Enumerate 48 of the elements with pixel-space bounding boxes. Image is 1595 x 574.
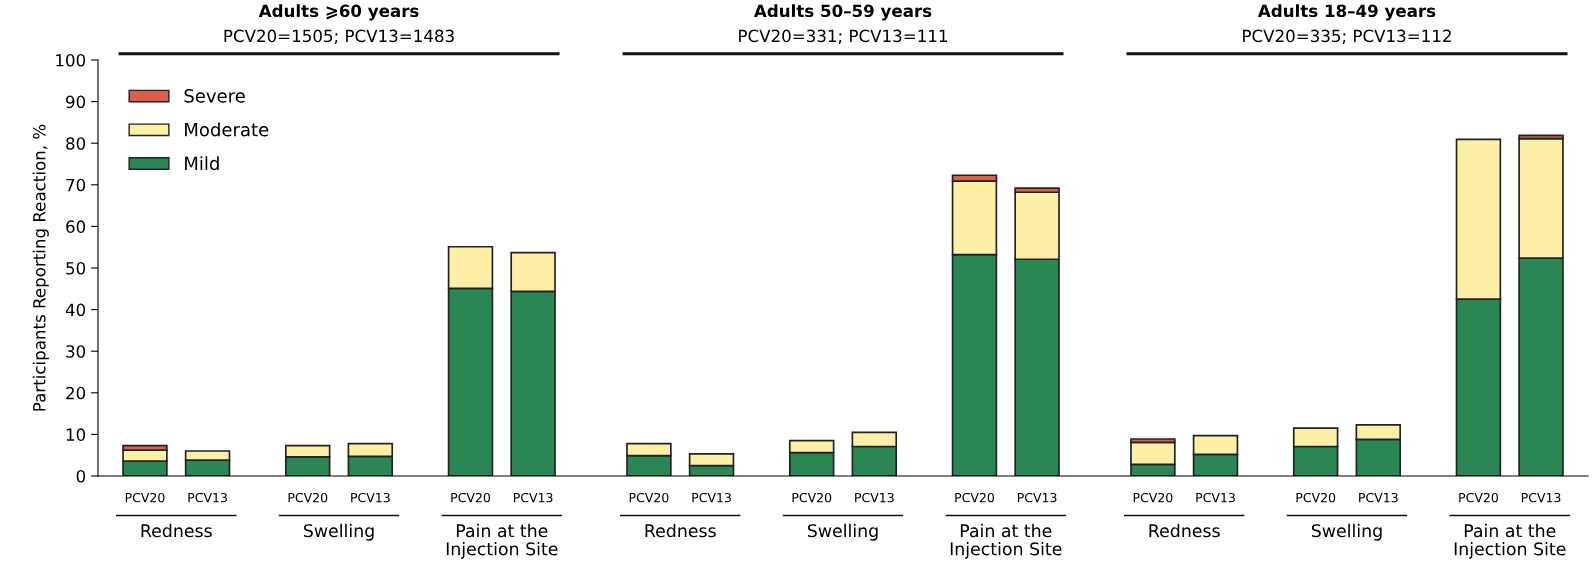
y-tick-label: 60 [66, 220, 86, 233]
text: PCV20=1505; PCV13=1483 [224, 29, 454, 44]
x-tick-label: PCV20 [1459, 492, 1498, 503]
text: Swelling [807, 523, 878, 541]
text: Adults ⩾60 years [258, 4, 419, 21]
text: Swelling [1311, 523, 1382, 541]
x-tick-label: PCV13 [855, 492, 894, 503]
text: Redness [645, 523, 716, 538]
x-tick-label: PCV13 [1359, 492, 1398, 503]
x-tick-label: PCV20 [451, 492, 491, 503]
x-tick-label: PCV13 [1017, 492, 1057, 503]
x-tick-label: PCV13 [513, 492, 553, 503]
text: PCV20=335; PCV13=112 [1243, 29, 1451, 44]
x-tick-label: PCV20 [1133, 492, 1173, 503]
y-tick-label: 100 [56, 53, 86, 67]
x-tick-label: PCV20 [1296, 492, 1336, 503]
text: Redness [1149, 523, 1220, 538]
x-tick-label: PCV20 [125, 492, 165, 503]
y-tick-label: 50 [66, 261, 86, 275]
y-tick-label: 80 [66, 137, 86, 150]
x-tick-label: PCV13 [351, 492, 390, 503]
text: Redness [141, 523, 212, 538]
text: Swelling [303, 523, 374, 541]
y-tick-label: 90 [66, 95, 86, 109]
x-tick-label: PCV20 [288, 492, 328, 503]
y-tick-label: 20 [66, 386, 86, 400]
y-tick-label: 40 [65, 303, 86, 317]
y-tick-label: 70 [66, 178, 86, 192]
y-tick-label: 10 [66, 428, 86, 441]
y-axis-title: Participants Reporting Reaction, % [32, 124, 49, 411]
text: Adults 18–49 years [1257, 4, 1436, 21]
x-tick-label: PCV13 [692, 492, 731, 503]
text: Pain at the Injection Site [1454, 523, 1566, 559]
x-tick-label: PCV13 [1521, 492, 1561, 503]
legend-label: Mild [185, 156, 219, 171]
x-tick-label: PCV20 [955, 492, 994, 503]
legend-label: Moderate [185, 122, 269, 137]
text: Pain at the Injection Site [950, 523, 1062, 559]
y-tick-label: 0 [76, 469, 86, 483]
x-tick-label: PCV13 [188, 492, 227, 503]
x-tick-label: PCV20 [792, 492, 832, 503]
text: Adults 50–59 years [754, 4, 932, 21]
x-tick-label: PCV13 [1196, 492, 1235, 503]
y-tick-label: 30 [66, 345, 86, 358]
legend-label: Severe [184, 89, 245, 103]
text: PCV20=331; PCV13=111 [739, 29, 947, 44]
text: Pain at the Injection Site [446, 523, 558, 559]
x-tick-label: PCV20 [629, 492, 669, 503]
